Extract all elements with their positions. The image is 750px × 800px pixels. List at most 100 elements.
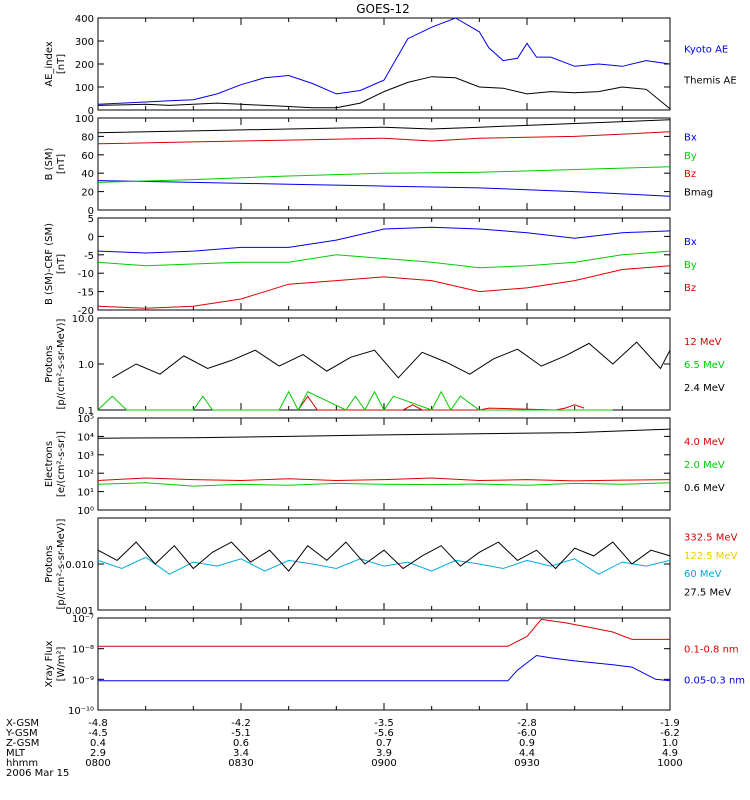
y-tick-label: 10⁴ [77, 432, 94, 443]
xaxis-row-value: 0830 [228, 758, 253, 769]
panel-bcrf: -20 -15 -10 -5 0 5 B (SM)-CRF (SM) [nT] Bx By Bz [44, 214, 697, 317]
panel-protons1: 0.1 1.0 10.0 Protons [p/(cm²-s-sr-MeV)] 12 Me… [44, 314, 725, 417]
legend-entry: By [684, 260, 697, 271]
xaxis-row-label: hhmm [6, 758, 38, 769]
y-tick-label: 60 [81, 151, 94, 162]
y-tick-label: 100 [75, 114, 94, 125]
y-axis-label: Protons [44, 345, 55, 382]
y-axis-label: Xray Flux [44, 640, 55, 687]
y-tick-label: -5 [84, 251, 94, 262]
y-tick-label: 0.1 [78, 406, 94, 417]
legend-entry: 2.0 MeV [684, 460, 725, 471]
y-tick-label: 10⁻¹⁰ [68, 706, 94, 717]
y-axis-label: [p/(cm²-s-sr-MeV)] [56, 318, 67, 409]
y-tick-label: 1.0 [78, 360, 94, 371]
y-tick-label: 10⁵ [77, 414, 94, 425]
series-line [97, 119, 671, 134]
y-tick-label: 10² [77, 469, 94, 480]
panel-electrons: 10⁰ 10¹ 10² 10³ 10⁴ 10⁵ Electrons [e/(cm²-s-sr)… [44, 414, 725, 517]
xaxis-row-label: Y-GSM [5, 728, 38, 739]
series-line [97, 477, 671, 482]
legend-entry: 12 MeV [684, 337, 722, 348]
series-line [97, 131, 671, 145]
y-axis-label: [nT] [56, 54, 67, 74]
xaxis-row-value: 0930 [514, 758, 539, 769]
y-tick-label: 300 [75, 37, 94, 48]
series-line [97, 226, 671, 254]
legend-entry: By [684, 151, 697, 162]
xaxis-row-value: -4.8 [88, 718, 108, 729]
y-tick-label: 20 [81, 188, 94, 199]
y-tick-label: 0.010 [65, 560, 94, 571]
series-line [97, 166, 671, 183]
y-tick-label: 10⁻⁹ [72, 675, 94, 686]
legend-entry: Bmag [684, 188, 713, 199]
date-label: 2006 Mar 15 [6, 768, 69, 779]
series-line [97, 482, 671, 487]
y-axis-label: [nT] [56, 254, 67, 274]
y-tick-label: 10³ [77, 451, 94, 462]
series-line [97, 541, 671, 572]
y-axis-label: Protons [44, 545, 55, 582]
panel-bsm: 0 20 40 60 80 100 B (SM) [nT] Bx By Bz Bmag [44, 114, 713, 217]
legend-entry: 122.5 MeV [684, 551, 738, 562]
series-line [98, 654, 671, 682]
y-tick-label: 10.0 [72, 314, 94, 325]
xaxis-row-value: -4.5 [88, 728, 108, 739]
y-tick-label: 10⁻⁷ [72, 614, 94, 625]
y-tick-label: 10⁰ [77, 506, 94, 517]
legend-entry: 6.5 MeV [684, 360, 725, 371]
panel-xray: 10⁻¹⁰ 10⁻⁹ 10⁻⁸ 10⁻⁷ Xray Flux [W/m²] 0.1-0.8 … [44, 614, 745, 717]
y-tick-label: 80 [81, 132, 94, 143]
legend-entry: Bx [684, 132, 697, 143]
xaxis-row-value: 0.4 [90, 738, 106, 749]
y-tick-label: 0 [88, 106, 94, 117]
xaxis-row-value: -3.5 [374, 718, 394, 729]
y-axis-label: AE_index [44, 41, 55, 87]
xaxis-row-value: -1.9 [660, 718, 680, 729]
xaxis-row-value: -2.8 [517, 718, 537, 729]
y-tick-label: -15 [78, 288, 94, 299]
plot-frame [97, 617, 671, 711]
y-tick-label: 0 [88, 206, 94, 217]
panel-protons2: 0.001 0.010 Protons [p/(cm²-s-sr-MeV)] 332.5… [44, 517, 738, 617]
legend-entry: Bz [684, 283, 696, 294]
xaxis-row-label: Z-GSM [6, 738, 39, 749]
y-tick-label: 10¹ [77, 488, 94, 499]
xaxis-row-value: 3.9 [376, 748, 392, 759]
xaxis-row-value: 3.4 [233, 748, 249, 759]
y-tick-label: -20 [78, 306, 94, 317]
xaxis-row-value: -4.2 [231, 718, 251, 729]
legend-entry: 27.5 MeV [684, 588, 731, 599]
legend-entry: Kyoto AE [684, 45, 728, 56]
xaxis-row-label: MLT [6, 748, 26, 759]
legend-entry: Themis AE [683, 75, 737, 86]
xaxis-row-value: 0.9 [519, 738, 535, 749]
y-tick-label: -10 [78, 269, 94, 280]
series-line [97, 428, 671, 439]
xaxis-row-value: 0.7 [376, 738, 392, 749]
y-tick-label: 0 [88, 232, 94, 243]
xaxis-row-value: 0.6 [233, 738, 249, 749]
series-line [112, 341, 671, 379]
xaxis-row-value: 0900 [371, 758, 396, 769]
legend-entry: 60 MeV [684, 569, 722, 580]
xaxis-row-value: 4.4 [519, 748, 535, 759]
y-tick-label: 400 [75, 14, 94, 25]
legend-entry: 4.0 MeV [684, 437, 725, 448]
y-axis-label: Electrons [44, 441, 55, 487]
series-line [97, 17, 671, 105]
y-axis-label: [e/(cm²-s-sr)] [56, 431, 67, 497]
y-tick-label: 200 [75, 60, 94, 71]
xaxis-row-value: 1000 [657, 758, 682, 769]
xaxis-row-value: 0800 [85, 758, 110, 769]
series-line [97, 180, 671, 197]
plot-frame [97, 17, 671, 111]
plot-frame [97, 517, 671, 611]
series-line [97, 265, 671, 309]
legend-entry: 0.6 MeV [684, 483, 725, 494]
y-tick-label: 100 [75, 83, 94, 94]
series-line [97, 556, 671, 575]
panel-ae: 0 100 200 300 400 AE_index [nT] Kyoto AE Themis … [44, 14, 737, 117]
series-line [97, 250, 671, 269]
